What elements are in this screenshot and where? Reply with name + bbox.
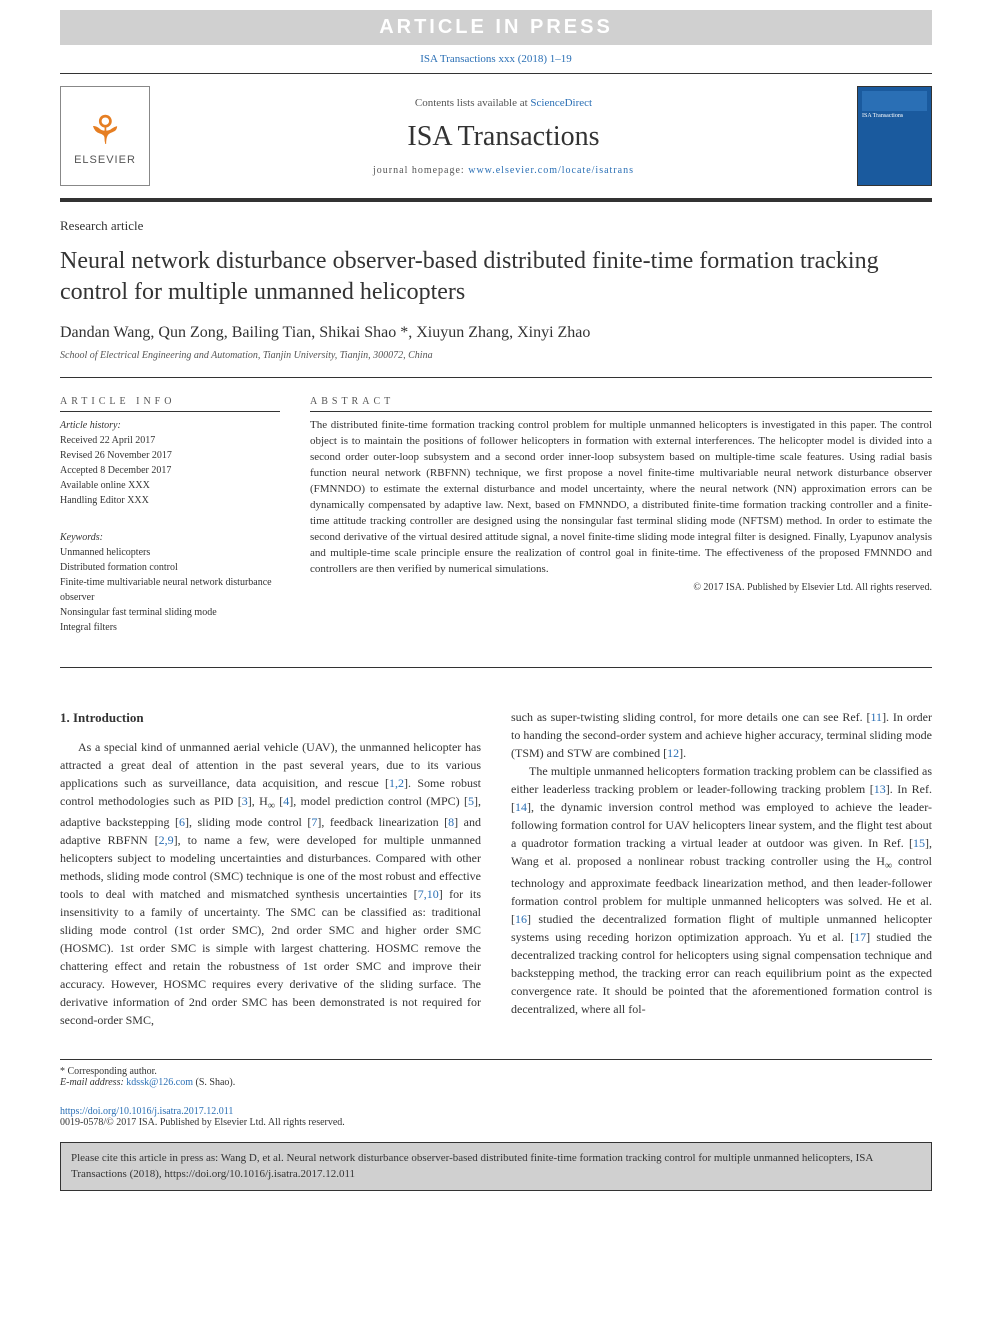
keyword: Integral filters (60, 620, 280, 635)
ref-link[interactable]: 1,2 (389, 776, 404, 790)
ref-link[interactable]: 14 (515, 800, 527, 814)
corresponding-author: * Corresponding author. (60, 1066, 932, 1077)
body-column-left: 1. Introduction As a special kind of unm… (60, 708, 481, 1029)
article-type: Research article (60, 218, 932, 234)
ref-link[interactable]: 12 (667, 746, 679, 760)
doi-link[interactable]: https://doi.org/10.1016/j.isatra.2017.12… (60, 1106, 233, 1117)
abstract-copyright: © 2017 ISA. Published by Elsevier Ltd. A… (310, 582, 932, 593)
email-suffix: (S. Shao). (193, 1077, 235, 1088)
body-column-right: such as super-twisting sliding control, … (511, 708, 932, 1029)
authors: Dandan Wang, Qun Zong, Bailing Tian, Shi… (60, 324, 932, 342)
infinity-subscript: ∞ (268, 800, 275, 811)
accepted-date: Accepted 8 December 2017 (60, 463, 280, 478)
revised-date: Revised 26 November 2017 (60, 448, 280, 463)
ref-link[interactable]: 16 (515, 912, 527, 926)
keywords-label: Keywords: (60, 530, 280, 545)
text: ], sliding mode control [ (185, 815, 311, 829)
homepage-link[interactable]: www.elsevier.com/locate/isatrans (468, 165, 634, 176)
footer: * Corresponding author. E-mail address: … (60, 1059, 932, 1128)
elsevier-text: ELSEVIER (74, 154, 136, 166)
journal-header: ⚘ ELSEVIER Contents lists available at S… (60, 73, 932, 202)
keyword: Finite-time multivariable neural network… (60, 575, 280, 605)
keyword: Distributed formation control (60, 560, 280, 575)
elsevier-logo: ⚘ ELSEVIER (60, 86, 150, 186)
history-label: Article history: (60, 418, 280, 433)
ref-link[interactable]: 17 (854, 930, 866, 944)
text: such as super-twisting sliding control, … (511, 710, 871, 724)
article-history: Article history: Received 22 April 2017 … (60, 411, 280, 508)
body-paragraph: such as super-twisting sliding control, … (511, 708, 932, 762)
email-link[interactable]: kdssk@126.com (126, 1077, 193, 1088)
header-center: Contents lists available at ScienceDirec… (150, 97, 857, 176)
handling-editor: Handling Editor XXX (60, 493, 280, 508)
abstract-column: ABSTRACT The distributed finite-time for… (310, 396, 932, 651)
paper-title: Neural network disturbance observer-base… (60, 246, 932, 308)
journal-title: ISA Transactions (150, 121, 857, 153)
article-in-press-banner: ARTICLE IN PRESS (60, 10, 932, 45)
text: ]. (679, 746, 686, 760)
article-info-column: ARTICLE INFO Article history: Received 2… (60, 396, 280, 651)
sciencedirect-link[interactable]: ScienceDirect (530, 97, 592, 109)
cover-top-bar (862, 91, 927, 111)
ref-link[interactable]: 13 (874, 782, 886, 796)
intro-heading: 1. Introduction (60, 708, 481, 728)
affiliation: School of Electrical Engineering and Aut… (60, 350, 932, 361)
ref-link[interactable]: 15 (913, 836, 925, 850)
journal-cover-thumbnail: ISA Transactions (857, 86, 932, 186)
keyword: Unmanned helicopters (60, 545, 280, 560)
email-label: E-mail address: (60, 1077, 126, 1088)
text: ] for its insensitivity to a family of u… (60, 887, 481, 1027)
issn-copyright: 0019-0578/© 2017 ISA. Published by Elsev… (60, 1117, 932, 1128)
journal-reference: ISA Transactions xxx (2018) 1–19 (0, 53, 992, 65)
ref-link[interactable]: 11 (871, 710, 883, 724)
ref-link[interactable]: 2,9 (159, 833, 174, 847)
contents-prefix: Contents lists available at (415, 97, 530, 109)
keyword: Nonsingular fast terminal sliding mode (60, 605, 280, 620)
available-date: Available online XXX (60, 478, 280, 493)
abstract-text: The distributed finite-time formation tr… (310, 411, 932, 577)
text: ], feedback linearization [ (317, 815, 448, 829)
contents-line: Contents lists available at ScienceDirec… (150, 97, 857, 109)
email-line: E-mail address: kdssk@126.com (S. Shao). (60, 1077, 932, 1088)
body-columns: 1. Introduction As a special kind of unm… (60, 708, 932, 1029)
homepage-prefix: journal homepage: (373, 165, 468, 176)
homepage-line: journal homepage: www.elsevier.com/locat… (150, 165, 857, 176)
cite-box: Please cite this article in press as: Wa… (60, 1142, 932, 1191)
divider (60, 667, 932, 668)
abstract-label: ABSTRACT (310, 396, 932, 407)
divider (60, 377, 932, 378)
keywords-block: Keywords: Unmanned helicopters Distribut… (60, 524, 280, 635)
text: The multiple unmanned helicopters format… (511, 764, 932, 796)
text: ], the dynamic inversion control method … (511, 800, 932, 850)
received-date: Received 22 April 2017 (60, 433, 280, 448)
body-paragraph: The multiple unmanned helicopters format… (511, 762, 932, 1017)
infinity-subscript: ∞ (885, 861, 892, 872)
cover-title-text: ISA Transactions (862, 113, 927, 119)
text: ], model prediction control (MPC) [ (289, 794, 468, 808)
text: ], H (248, 794, 268, 808)
elsevier-tree-icon: ⚘ (87, 107, 123, 154)
ref-link[interactable]: 7,10 (418, 887, 439, 901)
text: [ (275, 794, 283, 808)
article-info-label: ARTICLE INFO (60, 396, 280, 407)
intro-paragraph-1: As a special kind of unmanned aerial veh… (60, 738, 481, 1029)
